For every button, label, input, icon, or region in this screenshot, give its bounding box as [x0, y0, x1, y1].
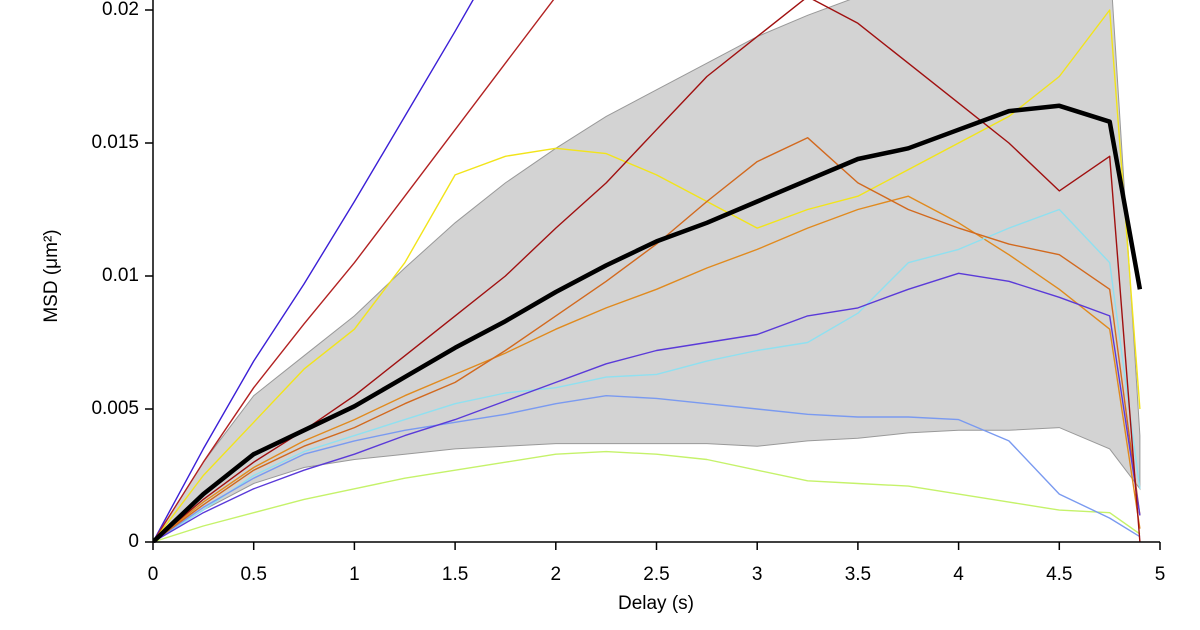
x-tick-label: 4.5 — [1046, 564, 1072, 585]
x-tick-label: 0 — [148, 564, 159, 585]
x-tick-label: 0.5 — [240, 564, 266, 585]
y-axis-label: MSD (μm²) — [41, 229, 62, 322]
y-tick-label: 0 — [128, 531, 139, 552]
confidence-band — [153, 0, 1141, 543]
trajectory-line — [153, 0, 555, 543]
trajectory-line — [153, 195, 1141, 543]
trajectory-line — [153, 395, 1141, 543]
y-tick-label: 0.015 — [91, 132, 139, 153]
x-tick-label: 3.5 — [845, 564, 871, 585]
x-tick-label: 2 — [551, 564, 562, 585]
trajectory-line — [153, 208, 1141, 543]
trajectory-line — [153, 137, 1141, 543]
y-tick-label: 0.01 — [102, 265, 139, 286]
trajectory-line — [153, 0, 1141, 543]
x-tick-label: 3 — [752, 564, 763, 585]
plot-area — [153, 0, 1143, 543]
y-tick-label: 0.02 — [102, 0, 139, 20]
x-axis-label: Delay (s) — [618, 593, 694, 614]
x-tick-label: 2.5 — [643, 564, 669, 585]
trajectory-line — [153, 450, 1141, 543]
mean-line — [153, 103, 1143, 543]
trajectory-line — [153, 9, 1141, 543]
trajectory-line — [153, 0, 474, 543]
x-tick-label: 1.5 — [442, 564, 468, 585]
trajectory-line — [153, 272, 1141, 543]
y-tick-label: 0.005 — [91, 398, 139, 419]
x-tick-label: 1 — [349, 564, 360, 585]
x-tick-label: 4 — [953, 564, 964, 585]
x-tick-label: 5 — [1155, 564, 1166, 585]
